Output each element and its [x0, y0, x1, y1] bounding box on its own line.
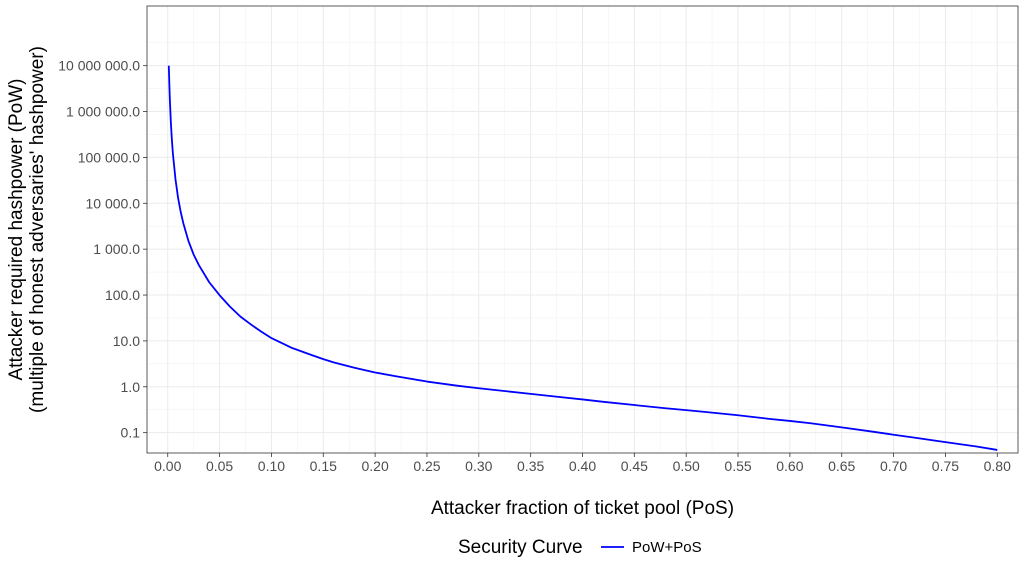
y-tick-label: 1 000.0: [93, 241, 140, 257]
x-tick-label: 0.55: [724, 458, 751, 474]
legend: Security Curve PoW+PoS: [458, 537, 702, 558]
legend-label-pow-pos: PoW+PoS: [632, 539, 702, 556]
y-tick-label: 10 000 000.0: [58, 58, 140, 74]
y-tick-label: 1 000 000.0: [66, 104, 140, 120]
x-tick-label: 0.05: [206, 458, 233, 474]
x-tick-label: 0.70: [880, 458, 907, 474]
y-axis: 0.1 1.0 10.0 100.0 1 000.0 10 000.0 100 000.0 1…: [58, 58, 147, 441]
x-tick-label: 0.65: [828, 458, 855, 474]
x-tick-label: 0.15: [310, 458, 337, 474]
legend-title: Security Curve: [458, 537, 583, 558]
x-tick-label: 0.75: [932, 458, 959, 474]
y-tick-label: 10.0: [113, 333, 140, 349]
x-axis-title: Attacker fraction of ticket pool (PoS): [431, 498, 734, 519]
y-axis-title-line-2: (multiple of honest adversaries' hashpow…: [27, 46, 48, 413]
series-line-pow-pos: [167, 65, 998, 451]
x-tick-label: 0.40: [569, 458, 596, 474]
y-tick-label: 1.0: [121, 379, 141, 395]
x-tick-label: 0.30: [465, 458, 492, 474]
x-tick-label: 0.20: [361, 458, 388, 474]
y-axis-title-line-1: Attacker required hashpower (PoW): [6, 78, 27, 380]
grid-major: [147, 6, 1018, 453]
x-tick-label: 0.00: [154, 458, 181, 474]
y-tick-label: 10 000.0: [86, 195, 141, 211]
x-tick-label: 0.60: [776, 458, 803, 474]
y-tick-label: 100.0: [105, 287, 140, 303]
y-tick-label: 100 000.0: [78, 149, 140, 165]
x-tick-label: 0.80: [984, 458, 1011, 474]
x-axis: 0.00 0.05 0.10 0.15 0.20 0.25 0.30 0.35 0.40 0.45…: [154, 453, 1011, 474]
x-tick-label: 0.35: [517, 458, 544, 474]
x-tick-label: 0.10: [258, 458, 285, 474]
x-tick-label: 0.45: [621, 458, 648, 474]
y-tick-label: 0.1: [121, 425, 141, 441]
x-tick-label: 0.50: [673, 458, 700, 474]
x-tick-label: 0.25: [413, 458, 440, 474]
series-layer: [167, 65, 998, 451]
